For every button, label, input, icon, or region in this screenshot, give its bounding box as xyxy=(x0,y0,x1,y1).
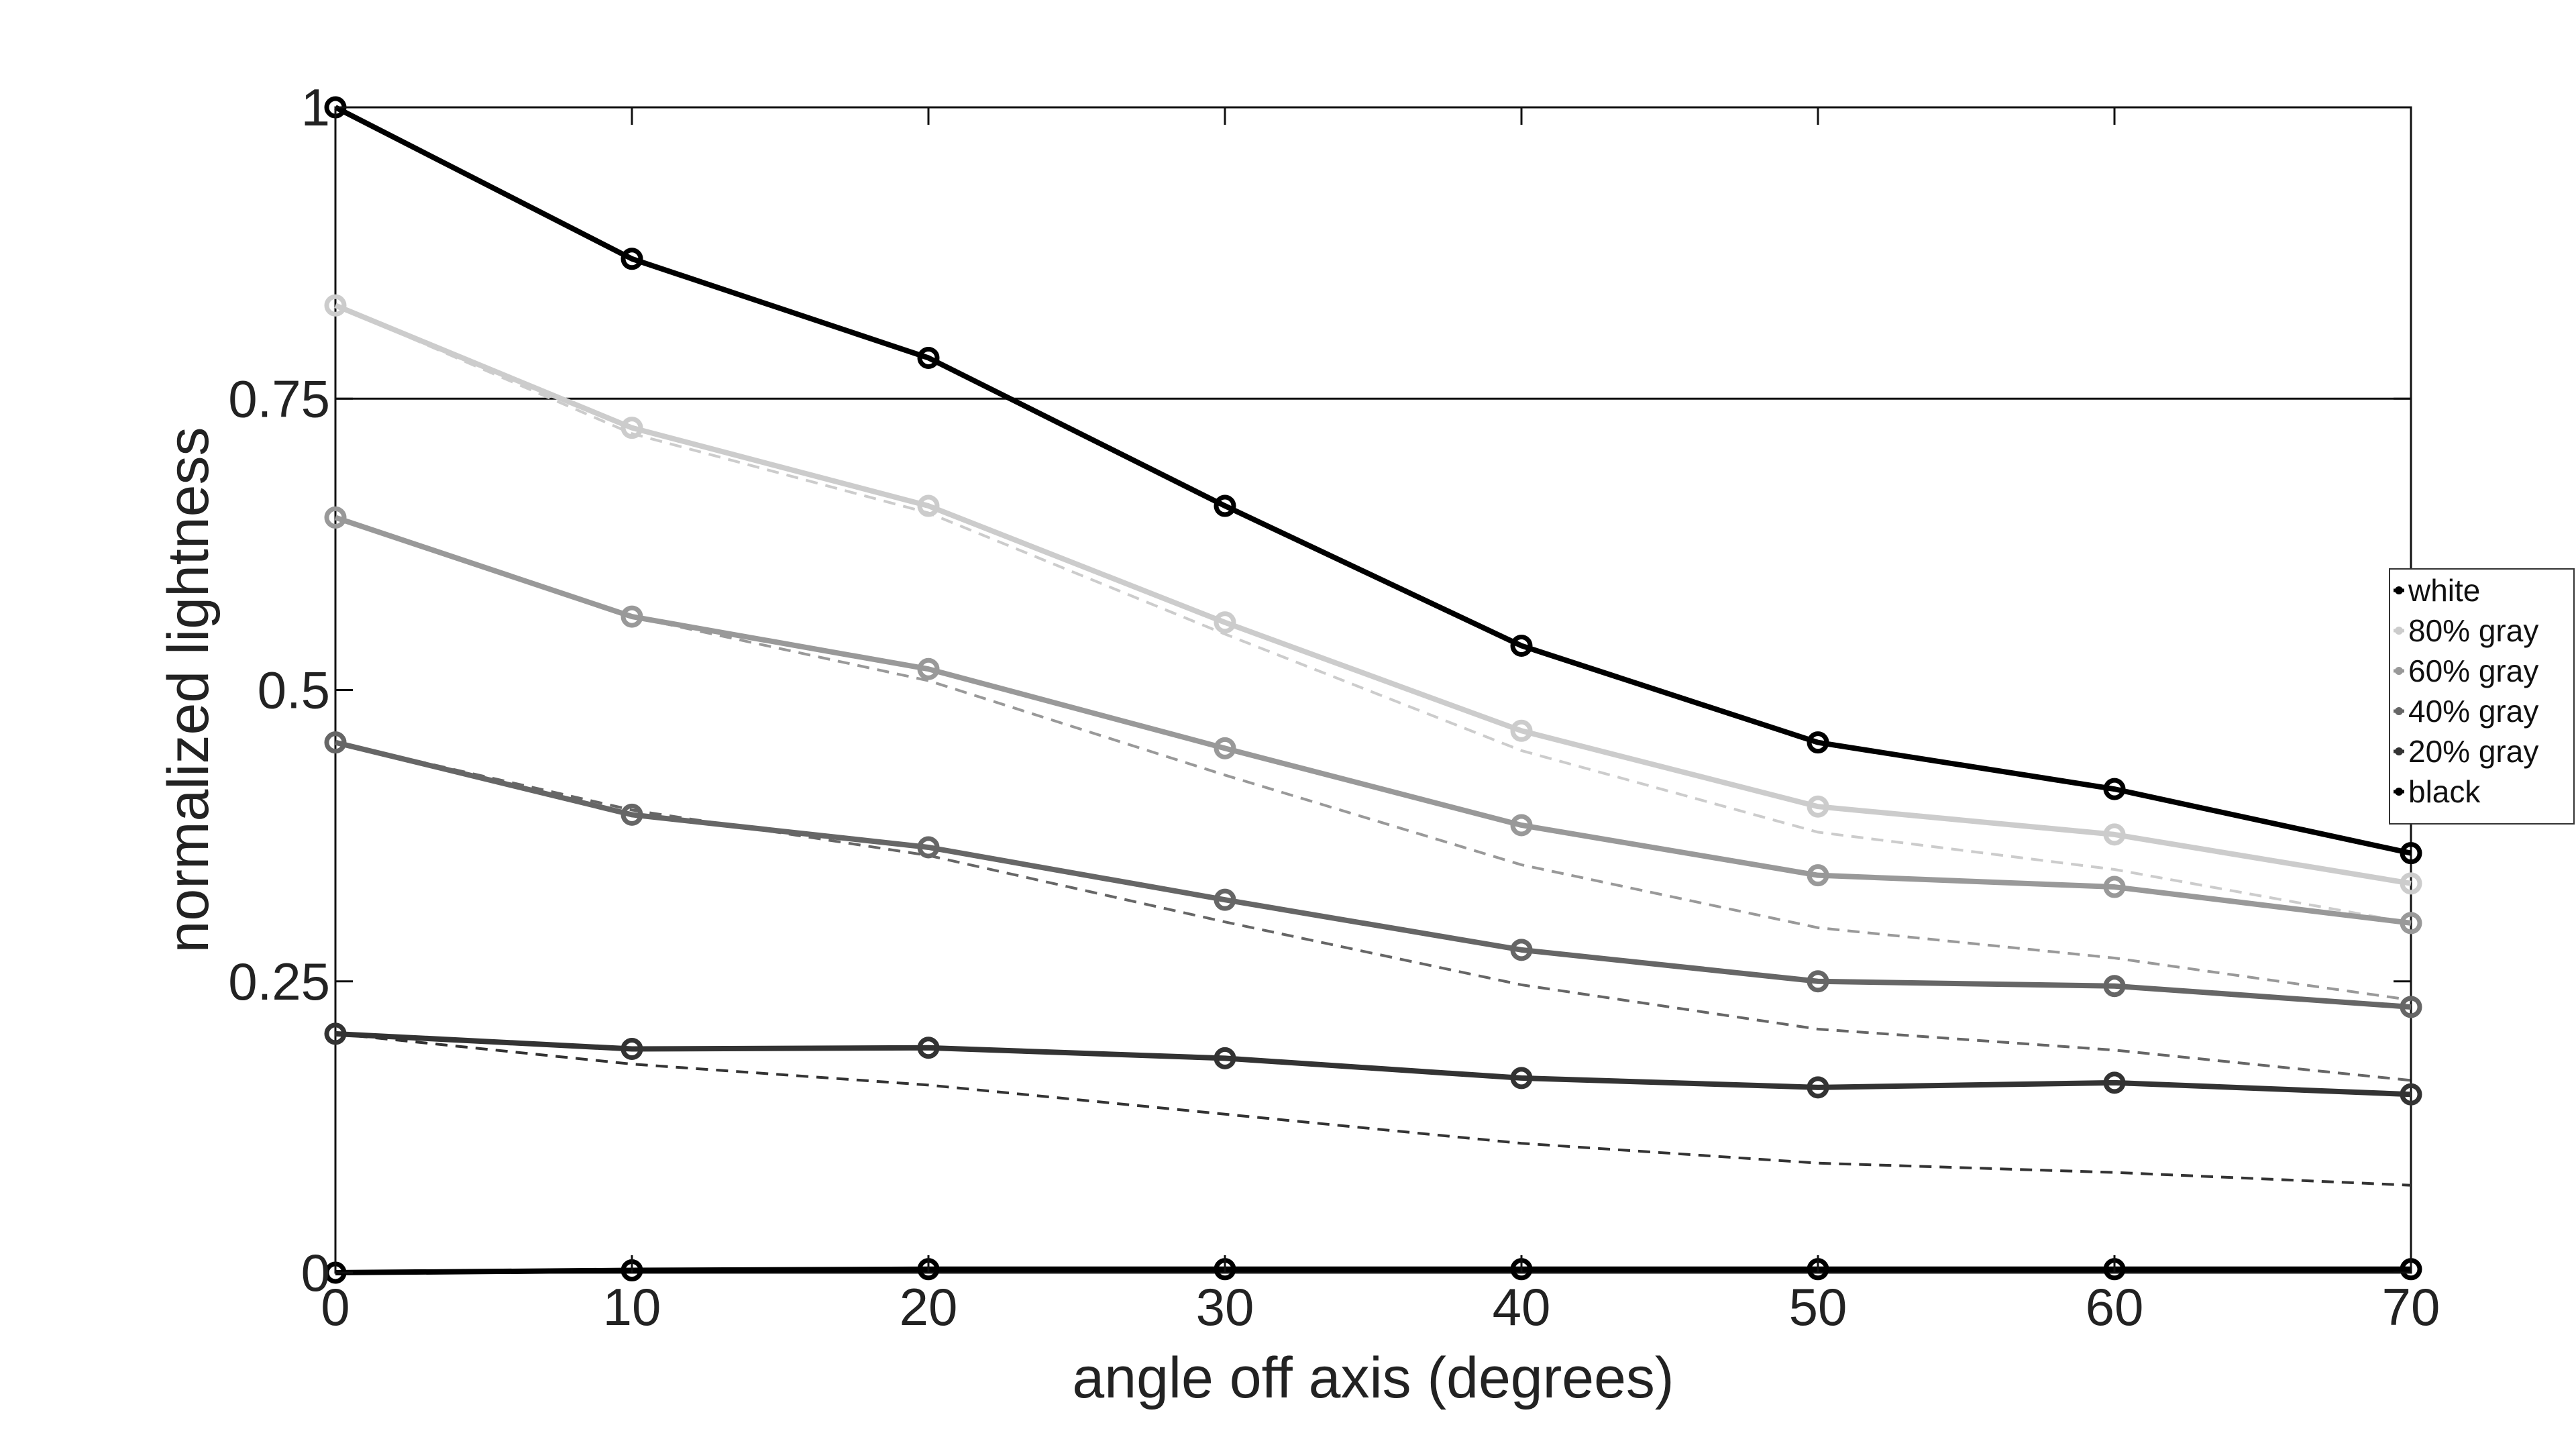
series-40-gray xyxy=(324,731,2422,1018)
data-point xyxy=(917,494,940,517)
legend-entry-label: 80% gray xyxy=(2408,613,2538,648)
data-point xyxy=(621,248,643,270)
data-point xyxy=(917,836,940,859)
legend-marker-swatch xyxy=(2395,586,2403,594)
legend-entry-label: 60% gray xyxy=(2408,653,2538,688)
legend-box xyxy=(2389,568,2575,825)
data-point xyxy=(324,731,347,754)
data-point xyxy=(917,346,940,369)
y-tick-label: 0.75 xyxy=(228,369,330,428)
series-line xyxy=(334,105,2412,856)
data-point xyxy=(1214,494,1236,517)
legend-entry-label: 40% gray xyxy=(2408,694,2538,729)
data-point xyxy=(1510,1067,1533,1090)
x-tick-label: 30 xyxy=(1196,1277,1254,1336)
series-line xyxy=(334,515,2412,926)
x-axis-title: angle off axis (degrees) xyxy=(1072,1346,1674,1410)
data-point xyxy=(917,1037,940,1059)
data-point xyxy=(621,803,643,826)
data-point xyxy=(1807,864,1829,887)
y-axis-title: normalized lightness xyxy=(156,427,221,953)
data-point xyxy=(2103,876,2126,898)
y-tick-label: 0.25 xyxy=(228,952,330,1011)
series-20-gray xyxy=(324,1022,2422,1106)
data-point xyxy=(2103,823,2126,846)
data-point xyxy=(1214,888,1236,911)
data-point xyxy=(1214,611,1236,634)
data-point xyxy=(1807,970,1829,993)
legend-marker-swatch xyxy=(2395,707,2403,715)
dashed-reference-line xyxy=(335,1032,2412,1187)
data-point xyxy=(2400,842,2422,865)
data-point xyxy=(1510,814,1533,837)
x-tick-label: 0 xyxy=(321,1277,350,1336)
dashed-reference-line xyxy=(335,304,2412,924)
data-point xyxy=(1510,939,1533,961)
x-tick-label: 60 xyxy=(2086,1277,2144,1336)
data-point xyxy=(621,605,643,628)
data-point xyxy=(1510,634,1533,657)
legend-entry-label: white xyxy=(2408,573,2480,608)
legend-entry-label: 20% gray xyxy=(2408,734,2538,769)
data-point xyxy=(2400,996,2422,1018)
data-point xyxy=(2400,872,2422,895)
data-point xyxy=(1807,795,1829,818)
series-line xyxy=(335,1030,2412,1098)
data-point xyxy=(621,1037,643,1060)
data-point xyxy=(2103,1071,2126,1094)
x-tick-label: 70 xyxy=(2382,1277,2440,1336)
data-series xyxy=(324,96,2422,1284)
axis-ticks: 0 10 20 30 40 50 60 70 0 0.25 0.5 0.75 1 xyxy=(228,78,2440,1336)
series-80-gray xyxy=(324,294,2422,895)
series-line xyxy=(335,1266,2411,1275)
legend-marker-swatch xyxy=(2395,788,2403,796)
x-tick-label: 40 xyxy=(1493,1277,1551,1336)
y-tick-label: 1 xyxy=(301,78,330,137)
series-line xyxy=(335,739,2412,1010)
data-point xyxy=(2400,1083,2422,1106)
data-point xyxy=(2103,778,2126,800)
data-point xyxy=(2103,975,2126,998)
data-point xyxy=(1807,1076,1829,1099)
x-tick-label: 20 xyxy=(900,1277,958,1336)
y-tick-label: 0.5 xyxy=(258,661,330,720)
data-point xyxy=(2400,912,2422,935)
data-point xyxy=(324,506,347,529)
series-60-gray xyxy=(324,506,2422,935)
x-tick-label: 10 xyxy=(603,1277,661,1336)
data-point xyxy=(917,657,940,680)
series-line xyxy=(334,303,2412,886)
x-tick-label: 50 xyxy=(1789,1277,1847,1336)
legend-entry-label: black xyxy=(2408,774,2481,809)
legend-marker-swatch xyxy=(2395,667,2403,675)
data-point xyxy=(324,1022,347,1045)
data-point xyxy=(621,417,643,439)
series-white xyxy=(324,96,2422,865)
legend-marker-swatch xyxy=(2395,747,2403,755)
legend-marker-swatch xyxy=(2395,627,2403,635)
data-point xyxy=(324,294,347,317)
y-tick-label: 0 xyxy=(301,1243,330,1302)
data-point xyxy=(1214,737,1236,759)
data-point xyxy=(1214,1047,1236,1069)
data-point xyxy=(1807,731,1829,754)
data-point xyxy=(1510,719,1533,742)
legend: white 80% gray 60% gray 40% gray 20% gray bla… xyxy=(2389,568,2575,825)
